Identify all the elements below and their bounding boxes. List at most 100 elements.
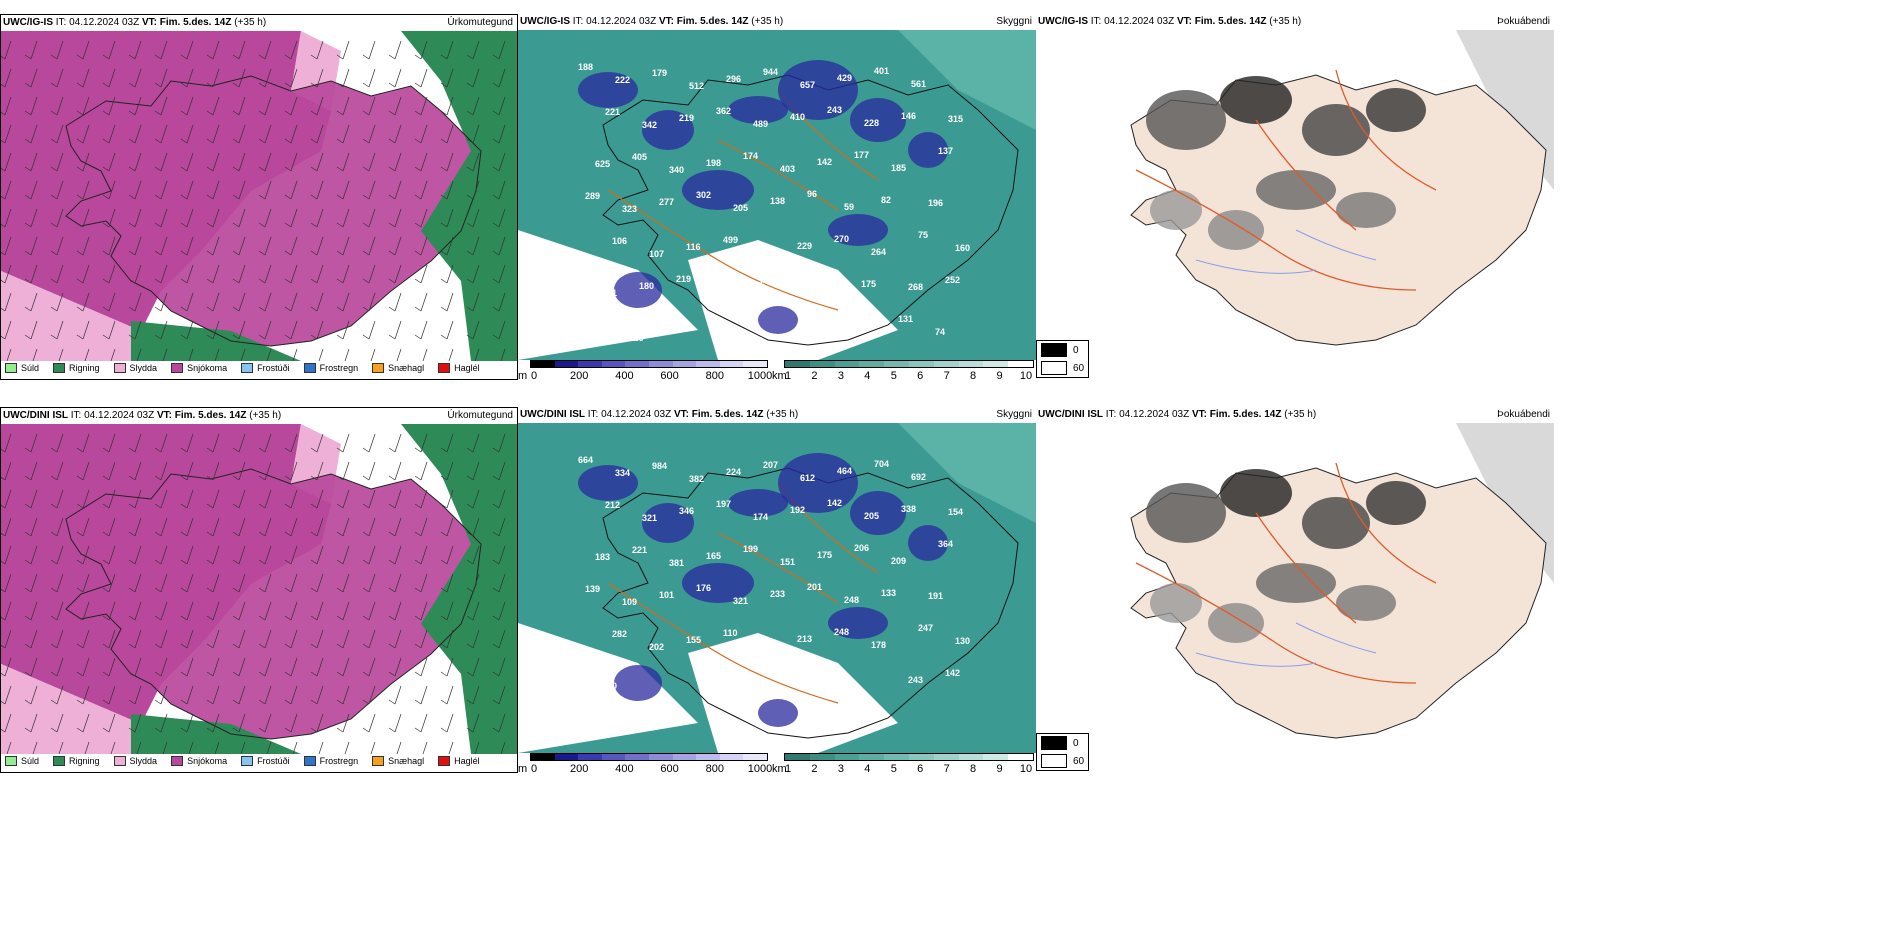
init-label: IT:	[55, 17, 67, 28]
wind-barb	[368, 236, 376, 256]
cloud-map: 664 334 984 382 224 207 612 464 704 692 154 212 321 3…	[518, 423, 1036, 753]
valid-time: Fim. 5.des. 14Z	[1209, 409, 1282, 420]
cloud-base-label: 192	[790, 505, 805, 515]
low-cloud-patch	[614, 272, 662, 308]
wind-barb	[30, 236, 38, 256]
wind-barb-flag	[258, 559, 266, 565]
wind-barb	[472, 657, 480, 677]
wind-barb-flag	[24, 727, 32, 733]
wind-barb-flag	[102, 278, 110, 284]
cloud-base-label: 142	[817, 157, 832, 167]
wind-barb-flag	[466, 475, 474, 481]
wind-barb-flag	[362, 475, 370, 481]
legend-item: Haglél	[438, 756, 480, 766]
cloud-base-label: 282	[612, 629, 627, 639]
model-name: UWC/DINI ISL	[1038, 409, 1103, 420]
wind-barb	[264, 124, 272, 144]
rain-area	[401, 424, 517, 754]
wind-barb	[108, 320, 116, 340]
wind-barb	[498, 208, 506, 228]
wind-barb-flag	[128, 559, 136, 565]
rain-area-south	[131, 321, 301, 361]
wind-barb	[498, 713, 506, 733]
wind-barb-flag	[128, 727, 136, 733]
wind-barb	[212, 685, 220, 705]
wind-barb-flag	[102, 306, 110, 312]
wind-barb-flag	[466, 138, 474, 144]
cloud-base-label: 177	[854, 150, 869, 160]
cloud-base-label: 133	[881, 588, 896, 598]
wind-barb	[394, 264, 402, 284]
wind-barb	[212, 292, 220, 312]
legend-label: Frostúði	[257, 756, 290, 766]
lead-time: (+35 h)	[1284, 409, 1317, 420]
wind-barb	[212, 40, 220, 60]
wind-barb-flag	[24, 643, 32, 649]
wind-barb-flag	[310, 222, 318, 228]
wind-barb	[134, 601, 142, 621]
lead-time: (+35 h)	[249, 410, 282, 421]
fog-map	[1036, 423, 1554, 753]
wind-barb	[472, 68, 480, 88]
wind-barb	[368, 601, 376, 621]
wind-barb-flag	[388, 306, 396, 312]
wind-barb	[160, 713, 168, 733]
wind-barb	[160, 124, 168, 144]
wind-barb	[82, 433, 90, 453]
wind-barb-flag	[310, 727, 318, 733]
fog-index-patch	[1256, 170, 1336, 210]
wind-barb	[316, 685, 324, 705]
cloud-base-label: 96	[807, 189, 817, 199]
cloud-base-label: 209	[891, 556, 906, 566]
precip-legend: Súld Rigning Slydda Snjókoma Frostúði Frostre…	[5, 363, 480, 373]
wind-barb	[422, 348, 428, 361]
wind-barb	[82, 180, 90, 200]
wind-barb	[82, 629, 90, 649]
cloud-base-label: 370	[713, 287, 728, 297]
low-cloud-patch	[850, 491, 906, 535]
wind-barb-flag	[128, 110, 136, 116]
wind-barb-flag	[336, 194, 344, 200]
wind-barb-flag	[440, 447, 448, 453]
legend-item: Snæhagl	[372, 756, 424, 766]
wind-barb-flag	[1, 195, 6, 200]
wind-barb-flag	[76, 110, 84, 116]
wind-barb	[394, 40, 402, 60]
wind-barb	[290, 124, 298, 144]
wind-barb-flag	[102, 531, 110, 537]
wind-barb	[160, 461, 168, 481]
valid-time: Fim. 5.des. 14Z	[174, 410, 247, 421]
wind-barb	[238, 180, 246, 200]
cloud-base-label: 243	[827, 105, 842, 115]
wind-barb-flag	[388, 250, 396, 256]
colorbar-tick: 7	[943, 763, 950, 775]
wind-barb-flag	[232, 82, 240, 88]
wind-barb	[56, 124, 64, 144]
wind-barb	[420, 152, 428, 172]
wind-barb	[316, 264, 324, 284]
rivers	[1195, 229, 1377, 274]
cloud-base-label: 165	[706, 551, 721, 561]
init-label: IT:	[572, 16, 584, 27]
wind-barb	[420, 208, 428, 228]
wind-barb-flag	[180, 615, 188, 621]
wind-barb	[290, 517, 298, 537]
wind-barb-flag	[24, 615, 32, 621]
wind-barb	[394, 461, 402, 481]
wind-barb-flag	[258, 334, 266, 340]
wind-barb	[238, 68, 246, 88]
wind-barb	[30, 68, 38, 88]
panel-header: UWC/IG-IS IT: 04.12.2024 03Z VT: Fim. 5.…	[3, 17, 266, 28]
wind-barb	[446, 601, 454, 621]
valid-label: VT:	[156, 410, 172, 421]
wind-barb	[162, 741, 168, 754]
wind-barb	[420, 713, 428, 733]
wind-barb-flag	[492, 559, 500, 565]
wind-barb-flag	[24, 54, 32, 60]
cloud-base-label: 154	[948, 507, 963, 517]
wind-barb-flag	[206, 138, 214, 144]
wind-barb-flag	[24, 306, 32, 312]
wind-barb	[498, 629, 506, 649]
wind-barb	[82, 657, 90, 677]
wind-barb	[56, 236, 64, 256]
